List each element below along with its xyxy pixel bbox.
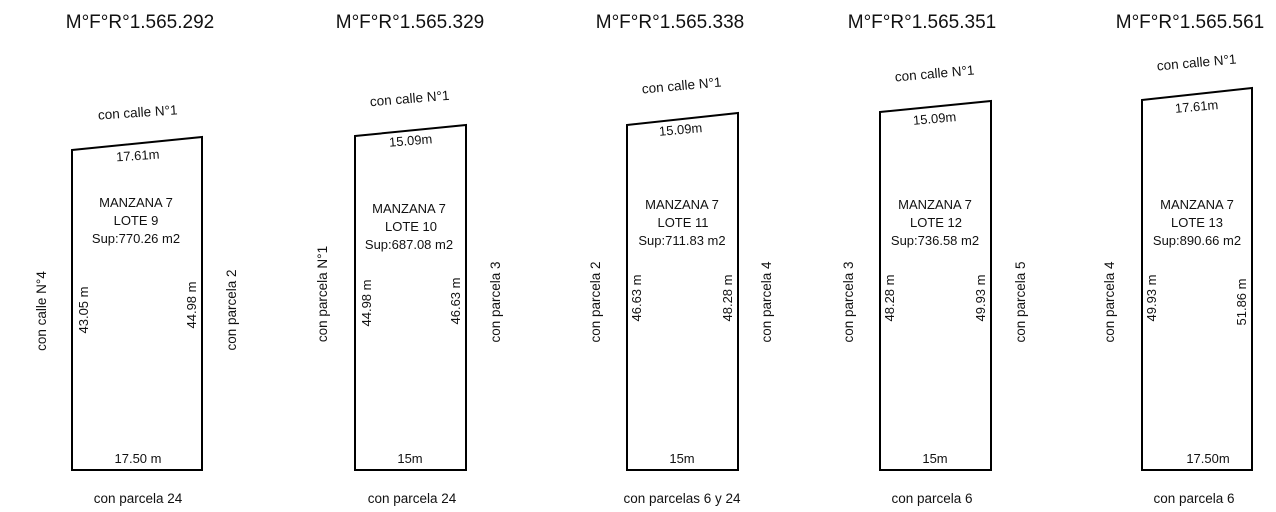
lot-title: M°F°R°1.565.329 <box>336 12 484 33</box>
lot-13: M°F°R°1.565.561 con calle N°1 17.61m MAN… <box>1102 12 1264 506</box>
back-width: 17.50 m <box>115 451 162 466</box>
surface-label: Sup:890.66 m2 <box>1153 233 1241 248</box>
left-neighbor-label: con calle N°4 <box>34 271 49 351</box>
lot-title: M°F°R°1.565.561 <box>1116 12 1264 33</box>
front-street-label: con calle N°1 <box>894 63 975 85</box>
left-length: 44.98 m <box>359 280 374 327</box>
front-street-label: con calle N°1 <box>1156 52 1237 74</box>
back-neighbor-label: con parcela 6 <box>1153 491 1234 506</box>
front-street-label: con calle N°1 <box>97 102 178 122</box>
lot-outline <box>626 111 739 471</box>
manzana-label: MANZANA 7 <box>1160 197 1234 212</box>
surface-label: Sup:736.58 m2 <box>891 233 979 248</box>
right-length: 46.63 m <box>448 278 463 325</box>
lot-outline <box>354 123 467 471</box>
left-length: 49.93 m <box>1144 275 1159 322</box>
back-neighbor-label: con parcela 24 <box>368 491 457 506</box>
lot-title: M°F°R°1.565.338 <box>596 12 744 33</box>
lot-10: M°F°R°1.565.329 con calle N°1 15.09m MAN… <box>315 12 503 506</box>
left-neighbor-label: con parcela 3 <box>841 261 856 342</box>
manzana-label: MANZANA 7 <box>898 197 972 212</box>
surface-label: Sup:770.26 m2 <box>92 231 180 246</box>
left-neighbor-label: con parcela 2 <box>588 261 603 342</box>
right-neighbor-label: con parcela 3 <box>488 261 503 342</box>
right-length: 49.93 m <box>973 275 988 322</box>
right-length: 48.28 m <box>720 275 735 322</box>
front-width: 15.09m <box>388 131 432 149</box>
right-neighbor-label: con parcela 2 <box>224 269 239 350</box>
lot-outline <box>71 135 203 471</box>
front-street-label: con calle N°1 <box>641 75 722 97</box>
lot-12: M°F°R°1.565.351 con calle N°1 15.09m MAN… <box>841 12 1028 506</box>
right-neighbor-label: con parcela 4 <box>759 261 774 343</box>
front-street-label: con calle N°1 <box>369 88 450 109</box>
lote-label: LOTE 10 <box>385 219 437 234</box>
lot-outline <box>879 99 992 471</box>
lote-label: LOTE 9 <box>114 213 159 228</box>
lot-title: M°F°R°1.565.292 <box>66 12 214 33</box>
left-neighbor-label: con parcela 4 <box>1102 261 1117 343</box>
left-length: 46.63 m <box>629 275 644 322</box>
manzana-label: MANZANA 7 <box>645 197 719 212</box>
lote-label: LOTE 11 <box>657 215 708 230</box>
left-length: 43.05 m <box>76 287 91 334</box>
front-width: 17.61m <box>1174 97 1219 116</box>
lote-label: LOTE 13 <box>1171 215 1223 230</box>
surface-label: Sup:711.83 m2 <box>638 233 725 248</box>
back-width: 17.50m <box>1186 451 1229 466</box>
lot-9: M°F°R°1.565.292 con calle N°1 17.61m MAN… <box>34 12 239 506</box>
manzana-label: MANZANA 7 <box>99 195 173 210</box>
lot-11: M°F°R°1.565.338 con calle N°1 15.09m MAN… <box>588 12 774 506</box>
left-neighbor-label: con parcela N°1 <box>315 246 330 342</box>
back-neighbor-label: con parcela 24 <box>94 491 183 506</box>
front-width: 15.09m <box>912 109 957 128</box>
back-neighbor-label: con parcela 6 <box>891 491 972 506</box>
lot-title: M°F°R°1.565.351 <box>848 12 996 33</box>
right-neighbor-label: con parcela 5 <box>1013 261 1028 342</box>
lot-outline <box>1141 86 1253 471</box>
front-width: 17.61m <box>116 147 160 165</box>
left-length: 48.28 m <box>882 275 897 322</box>
right-length: 51.86 m <box>1234 279 1249 326</box>
right-length: 44.98 m <box>184 282 199 329</box>
lote-label: LOTE 12 <box>910 215 962 230</box>
back-width: 15m <box>397 451 422 466</box>
front-width: 15.09m <box>658 120 703 139</box>
manzana-label: MANZANA 7 <box>372 201 446 216</box>
back-neighbor-label: con parcelas 6 y 24 <box>623 491 741 506</box>
back-width: 15m <box>669 451 694 466</box>
back-width: 15m <box>922 451 947 466</box>
surface-label: Sup:687.08 m2 <box>365 237 453 252</box>
